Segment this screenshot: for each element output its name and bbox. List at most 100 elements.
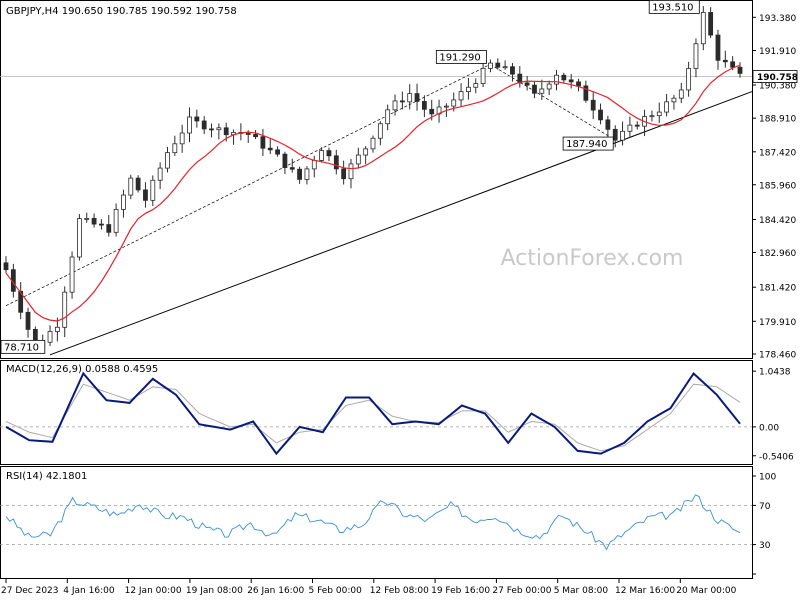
candle-body <box>722 59 728 63</box>
retracement-dashed-line <box>490 64 616 141</box>
candle-body <box>348 163 354 180</box>
rsi-y-tick-label: 100 <box>759 473 776 483</box>
candle-body <box>267 147 273 151</box>
rsi-line <box>5 494 741 551</box>
price-y-tick-label: 178.460 <box>759 351 796 361</box>
candle-body <box>700 12 706 45</box>
macd-panel-header: MACD(12,26,9) 0.0588 0.4595 <box>6 364 158 375</box>
macd-layer: 1.0438 0.00 -0.5406 <box>0 368 794 462</box>
rsi-y-tick-label: 70 <box>759 502 771 512</box>
candle-body <box>201 120 207 130</box>
candle-body <box>392 100 398 111</box>
price-y-tick-label: 187.420 <box>759 148 796 158</box>
x-axis-tick-label: 5 Mar 08:00 <box>554 586 609 596</box>
price-annotation-box <box>648 0 700 14</box>
candle-body <box>62 291 68 328</box>
candle-body <box>407 93 413 103</box>
candle-body <box>245 133 251 135</box>
price-annotation-label: 78.710 <box>4 342 39 353</box>
last-price-label: 190.758 <box>757 73 798 83</box>
candle-body <box>686 68 692 91</box>
watermark: ActionForex.com <box>501 246 684 271</box>
price-overlay-lines <box>0 63 753 356</box>
price-annotation-box <box>0 339 46 354</box>
candle-body <box>554 74 559 85</box>
candle-body <box>466 86 471 93</box>
macd-y-tick-label: 1.0438 <box>759 368 791 378</box>
candle-body <box>91 217 97 225</box>
candle-body <box>693 43 699 69</box>
candle-body <box>605 119 611 130</box>
x-axis-tick-label: 26 Jan 16:00 <box>247 586 304 596</box>
macd-signal-line <box>5 383 741 452</box>
candle-body <box>157 167 163 181</box>
candle-body <box>385 109 391 125</box>
candle-body <box>304 168 310 180</box>
candle-body <box>634 124 640 127</box>
moving-average-layer <box>5 64 741 322</box>
last-price-box <box>752 70 798 83</box>
candle-body <box>568 79 574 83</box>
candle-body <box>341 168 347 180</box>
candle-body <box>370 137 376 150</box>
candle-body <box>128 177 134 196</box>
price-y-tick-label: 182.960 <box>759 249 796 259</box>
candle-body <box>106 224 112 233</box>
candle-body <box>510 66 515 75</box>
candle-body <box>275 149 280 155</box>
candle-body <box>532 84 537 94</box>
candle-body <box>113 209 119 233</box>
candle-body <box>664 101 669 113</box>
rsi-panel-frame <box>0 466 753 579</box>
price-y-tick-label: 191.910 <box>759 47 796 57</box>
candle-body <box>260 136 266 149</box>
rsi-layer: 100 70 30 <box>0 473 776 575</box>
candle-body <box>488 62 493 69</box>
rsi-y-tick-label: 30 <box>759 541 771 551</box>
candle-body <box>18 290 24 313</box>
price-y-tick-label: 190.380 <box>759 82 796 92</box>
candle-body <box>69 256 75 293</box>
macd-panel-frame <box>0 360 753 465</box>
candle-body <box>590 99 596 111</box>
candle-body <box>671 97 677 103</box>
candle-body <box>297 168 303 180</box>
candle-body <box>377 123 383 139</box>
candle-body <box>209 128 214 131</box>
x-axis-tick-label: 27 Dec 2023 <box>1 586 59 596</box>
x-axis: 27 Dec 2023 4 Jan 16:00 12 Jan 00:00 19 Jan… <box>1 579 737 596</box>
candle-body <box>495 62 501 68</box>
candle-body <box>576 81 581 87</box>
candle-body <box>355 154 361 165</box>
candle-body <box>737 66 743 74</box>
candle-body <box>502 66 508 69</box>
candle-body <box>656 111 662 117</box>
candle-body <box>135 177 141 191</box>
price-y-tick-label: 181.420 <box>759 284 796 294</box>
x-axis-tick-label: 20 Mar 00:00 <box>676 586 736 596</box>
candle-body <box>143 189 148 201</box>
candle-body <box>3 262 9 271</box>
candle-body <box>54 326 60 332</box>
candle-body <box>443 105 449 108</box>
candle-body <box>561 74 567 81</box>
price-panel-frame <box>0 0 753 359</box>
candle-body <box>730 61 736 68</box>
candle-body <box>172 143 178 154</box>
price-annotation: 191.290 <box>435 50 487 64</box>
candle-body <box>121 194 126 210</box>
x-axis-tick-label: 19 Jan 08:00 <box>186 586 243 596</box>
candle-body <box>620 130 625 141</box>
moving-average-line <box>5 64 741 322</box>
candle-body <box>473 83 479 88</box>
candle-body <box>150 179 156 201</box>
price-annotation: 187.940 <box>562 136 614 151</box>
x-axis-tick-label: 12 Mar 16:00 <box>615 586 675 596</box>
price-y-tick-label: 193.380 <box>759 14 796 24</box>
candle-body <box>458 91 464 101</box>
candle-body <box>194 116 200 122</box>
candle-body <box>84 217 90 220</box>
candle-body <box>282 153 288 168</box>
price-panel-header: GBPJPY,H4 190.650 190.785 190.592 190.75… <box>6 6 237 17</box>
price-y-tick-label: 179.910 <box>759 318 796 328</box>
